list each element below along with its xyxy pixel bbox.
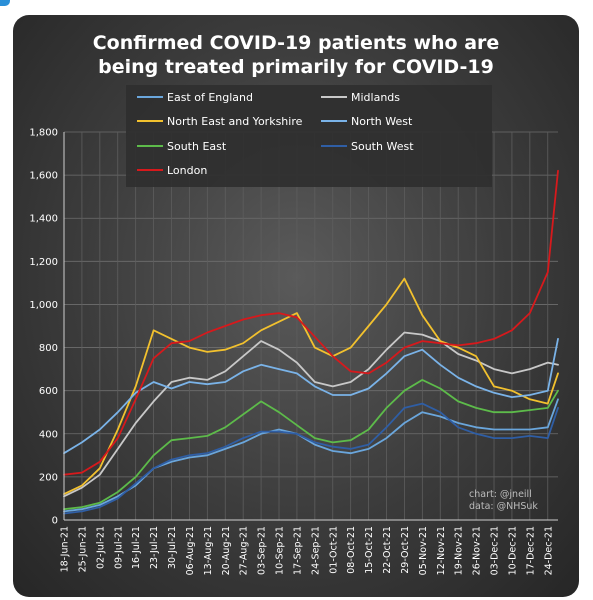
x-tick-label: 17-Dec-21 — [525, 526, 536, 575]
x-tick-label: 09-Jul-21 — [113, 526, 124, 569]
y-tick-label: 1,400 — [29, 214, 58, 225]
y-tick-label: 1,200 — [29, 257, 58, 268]
x-tick-label: 08-Oct-21 — [346, 526, 357, 574]
chart-title-line-1: Confirmed COVID-19 patients who are — [93, 32, 500, 54]
x-tick-label: 30-Jul-21 — [167, 526, 178, 569]
series-line-south-west — [63, 402, 559, 515]
y-tick-label: 600 — [39, 386, 58, 397]
credit-line-2: data: @NHSuk — [469, 501, 538, 512]
y-tick-label: 800 — [39, 343, 58, 354]
legend-label: North West — [351, 115, 413, 128]
chart-title-line-2: being treated primarily for COVID-19 — [98, 56, 494, 78]
chart-credit: chart: @jneill data: @NHSuk — [469, 489, 538, 512]
x-tick-label: 12-Nov-21 — [436, 526, 447, 575]
y-axis-ticks: 0 200 400 600 800 1,000 1,200 1,400 1,600 1,800 — [29, 128, 58, 527]
x-tick-label: 03-Sep-21 — [257, 526, 268, 575]
x-tick-label: 19-Nov-21 — [454, 526, 465, 575]
legend-box — [126, 85, 492, 187]
series-line-london — [63, 169, 559, 476]
x-tick-label: 23-Jul-21 — [149, 526, 160, 569]
corner-accent — [0, 0, 10, 6]
y-tick-label: 200 — [39, 472, 58, 483]
y-tick-label: 0 — [52, 516, 58, 527]
legend-label: Midlands — [351, 91, 400, 104]
y-tick-label: 1,000 — [29, 300, 58, 311]
legend-label: South West — [351, 140, 414, 153]
x-tick-label: 20-Aug-21 — [221, 526, 232, 575]
x-tick-label: 17-Sep-21 — [292, 526, 303, 575]
x-axis-ticks: 18-Jun-21 25-Jun-21 02-Jul-21 09-Jul-21 16-J… — [60, 526, 555, 575]
x-tick-label: 24-Dec-21 — [543, 526, 554, 575]
x-tick-label: 22-Oct-21 — [382, 526, 393, 574]
x-tick-label: 18-Jun-21 — [60, 526, 71, 572]
legend-label: East of England — [167, 91, 253, 104]
x-tick-label: 26-Nov-21 — [472, 526, 483, 575]
series-line-midlands — [63, 331, 559, 498]
x-tick-label: 15-Oct-21 — [364, 526, 375, 574]
credit-line-1: chart: @jneill — [469, 489, 532, 500]
x-tick-label: 24-Sep-21 — [310, 526, 321, 575]
x-tick-label: 10-Dec-21 — [507, 526, 518, 575]
series-line-north-east-and-yorkshire — [63, 277, 559, 496]
x-tick-label: 05-Nov-21 — [418, 526, 429, 575]
legend-label: London — [167, 164, 207, 177]
y-tick-label: 1,800 — [29, 128, 58, 139]
legend: East of England Midlands North East and Yo… — [126, 85, 492, 187]
x-tick-label: 29-Oct-21 — [400, 526, 411, 574]
x-tick-label: 27-Aug-21 — [239, 526, 250, 575]
x-tick-label: 13-Aug-21 — [203, 526, 214, 575]
x-tick-label: 03-Dec-21 — [490, 526, 501, 575]
chart-title: Confirmed COVID-19 patients who are bein… — [93, 32, 500, 78]
gridlines — [63, 131, 558, 521]
axes — [63, 132, 558, 521]
y-tick-label: 1,600 — [29, 171, 58, 182]
chart-svg: Confirmed COVID-19 patients who are bein… — [29, 32, 559, 575]
y-tick-label: 400 — [39, 429, 58, 440]
x-tick-label: 10-Sep-21 — [275, 526, 286, 575]
x-tick-label: 16-Jul-21 — [131, 526, 142, 569]
x-tick-label: 06-Aug-21 — [185, 526, 196, 575]
x-tick-label: 25-Jun-21 — [77, 526, 88, 572]
series-lines — [63, 169, 559, 515]
legend-label: South East — [167, 140, 227, 153]
chart-card: Confirmed COVID-19 patients who are bein… — [13, 15, 579, 597]
x-tick-label: 02-Jul-21 — [95, 526, 106, 569]
series-line-south-east — [63, 378, 559, 511]
series-line-north-west — [63, 337, 559, 455]
x-tick-label: 01-Oct-21 — [328, 526, 339, 574]
legend-label: North East and Yorkshire — [167, 115, 303, 128]
